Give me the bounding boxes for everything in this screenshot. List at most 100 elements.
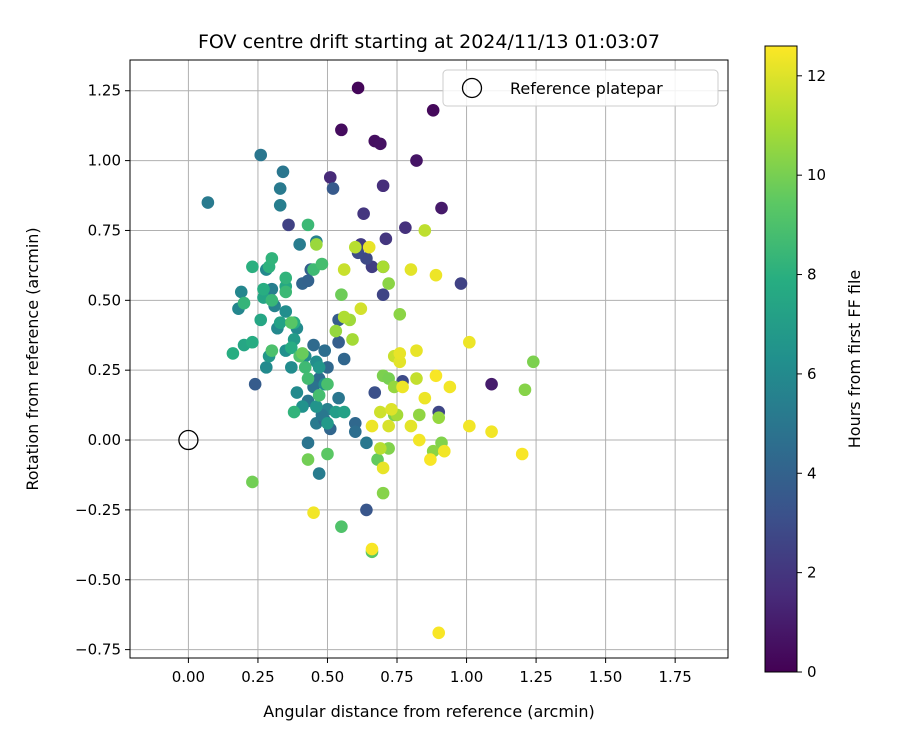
colorbar-gradient [764, 45, 798, 673]
y-tick-label: −0.50 [75, 571, 121, 589]
data-point [201, 196, 215, 209]
data-point [515, 447, 529, 461]
data-point [310, 400, 323, 413]
data-point [307, 338, 320, 352]
data-point [301, 453, 315, 466]
data-point [337, 352, 351, 366]
y-tick-label: 1.00 [88, 152, 121, 170]
x-tick-label: 0.25 [241, 668, 274, 686]
data-point [254, 148, 268, 162]
y-tick-label: 0.75 [88, 221, 121, 239]
data-point [374, 137, 387, 151]
data-point [437, 444, 451, 458]
data-point [382, 419, 395, 433]
data-point [410, 154, 423, 167]
data-point [382, 277, 395, 290]
data-point [346, 333, 359, 346]
plot-frame [129, 59, 729, 659]
data-point [412, 433, 426, 447]
data-point [276, 165, 290, 179]
data-point [432, 626, 446, 640]
data-point [412, 408, 426, 422]
data-point [237, 296, 251, 310]
data-point [301, 274, 315, 288]
data-point [287, 405, 301, 419]
data-point [246, 475, 259, 489]
data-points [201, 81, 540, 640]
data-point [307, 506, 320, 519]
data-point [282, 218, 295, 232]
data-point [296, 347, 309, 360]
data-point [432, 411, 446, 424]
data-point [335, 123, 348, 137]
colorbar-tick-label: 10 [807, 166, 826, 184]
data-point [246, 335, 259, 349]
grid-lines [130, 60, 728, 658]
legend-label-reference: Reference platepar [510, 79, 663, 98]
data-point [443, 380, 457, 394]
y-tick-label: 1.25 [88, 82, 121, 100]
data-point [337, 405, 351, 419]
data-point [312, 389, 326, 402]
data-point [374, 405, 387, 419]
data-point [399, 221, 412, 234]
data-point [335, 520, 348, 533]
data-point [404, 263, 418, 276]
data-point [329, 324, 343, 338]
x-tick-label: 0.00 [172, 668, 205, 686]
data-point [348, 240, 362, 254]
data-point [485, 425, 498, 438]
y-tick-label: 0.50 [88, 291, 121, 309]
data-point [298, 361, 312, 374]
data-point [226, 347, 240, 360]
data-point [376, 486, 390, 500]
x-tick-label: 1.75 [658, 668, 691, 686]
data-point [335, 288, 348, 302]
data-point [301, 218, 315, 232]
data-point [410, 344, 423, 357]
data-point [463, 335, 476, 349]
data-point [365, 542, 379, 556]
data-point [337, 263, 351, 276]
data-point [312, 361, 326, 374]
chart-title: FOV centre drift starting at 2024/11/13 … [198, 31, 660, 53]
colorbar-tick-label: 12 [807, 67, 826, 85]
data-point [376, 288, 390, 302]
data-point [463, 419, 476, 433]
data-point [323, 171, 337, 184]
data-point [429, 268, 443, 282]
data-point [273, 316, 287, 329]
data-point [354, 302, 368, 316]
data-point [374, 442, 387, 455]
colorbar-tick-label: 0 [807, 663, 817, 681]
data-point [279, 271, 293, 285]
data-point [393, 307, 407, 321]
x-axis-label: Angular distance from reference (arcmin) [263, 702, 594, 721]
data-point [385, 402, 398, 416]
data-point [285, 341, 298, 355]
data-point [485, 377, 498, 391]
y-tick-label: 0.00 [88, 431, 121, 449]
colorbar-tick-label: 4 [807, 464, 817, 482]
data-point [248, 377, 262, 391]
y-tick-label: −0.25 [75, 501, 121, 519]
data-point [424, 453, 437, 466]
legend-box [442, 69, 719, 107]
x-tick-label: 0.50 [311, 668, 344, 686]
data-point [393, 347, 407, 360]
data-point [326, 182, 340, 195]
reference-platepar-marker [178, 429, 199, 451]
data-point [265, 344, 279, 357]
data-point [435, 201, 448, 215]
data-point [259, 361, 273, 374]
x-tick-label: 1.50 [589, 668, 622, 686]
data-point [246, 260, 259, 274]
data-point [310, 238, 323, 251]
data-point [273, 182, 287, 195]
data-point [348, 425, 362, 438]
data-point [518, 383, 532, 397]
data-point [293, 238, 306, 251]
colorbar-label: Hours from first FF file [845, 270, 864, 449]
data-point [418, 391, 432, 405]
